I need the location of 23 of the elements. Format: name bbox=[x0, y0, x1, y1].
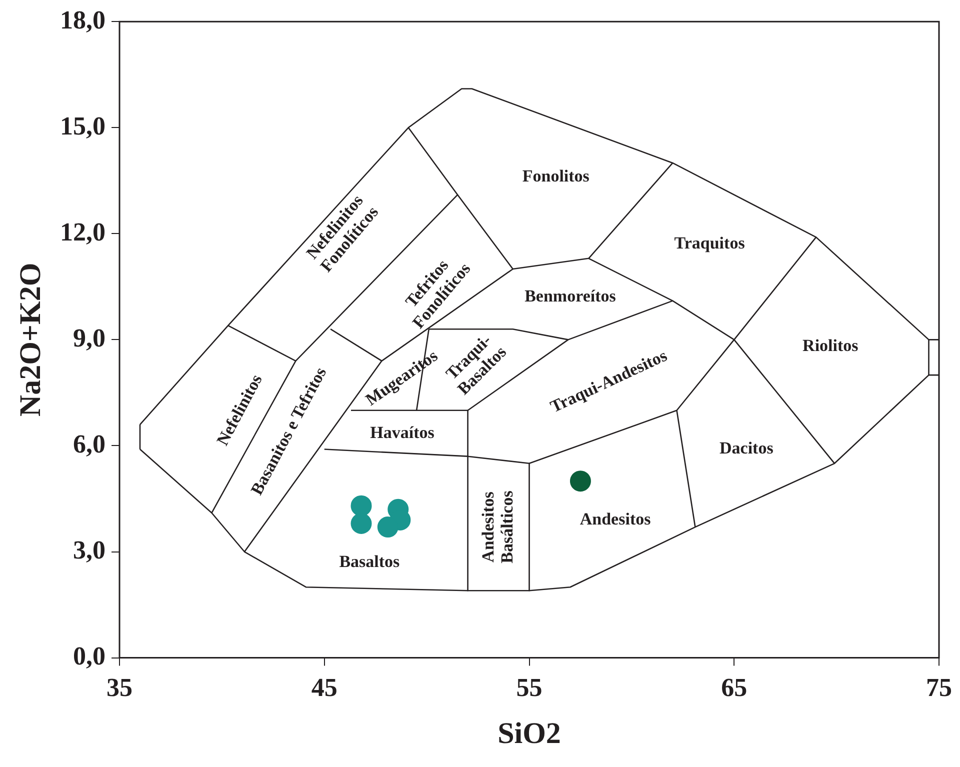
y-tick-label: 18,0 bbox=[60, 5, 106, 34]
y-tick-label: 9,0 bbox=[73, 323, 106, 352]
y-tick-label: 6,0 bbox=[73, 429, 106, 458]
x-tick-label: 55 bbox=[516, 673, 542, 702]
annotation: Andesitos Basálticos bbox=[478, 490, 516, 564]
annotation: Dacitos bbox=[720, 438, 774, 458]
annotation: Traquitos bbox=[674, 234, 746, 253]
y-tick-label: 15,0 bbox=[60, 111, 106, 140]
x-axis-title: SiO2 bbox=[498, 716, 561, 750]
annotation: Havaítos bbox=[370, 422, 435, 442]
x-tick-label: 35 bbox=[106, 673, 132, 702]
annotation: Andesitos bbox=[580, 509, 652, 528]
x-tick-label: 65 bbox=[721, 673, 748, 702]
y-tick-label: 0,0 bbox=[73, 642, 106, 671]
x-tick-label: 45 bbox=[311, 673, 338, 702]
y-tick-label: 3,0 bbox=[73, 535, 106, 564]
annotation: Riolitos bbox=[802, 336, 859, 356]
y-tick-label: 12,0 bbox=[60, 217, 106, 246]
annotation: Basaltos bbox=[339, 552, 400, 571]
annotation: Fonolitos bbox=[522, 166, 590, 186]
y-axis-title: Na2O+K2O bbox=[14, 262, 47, 417]
annotation: Benmoreítos bbox=[524, 286, 616, 306]
x-tick-label: 75 bbox=[926, 673, 952, 702]
